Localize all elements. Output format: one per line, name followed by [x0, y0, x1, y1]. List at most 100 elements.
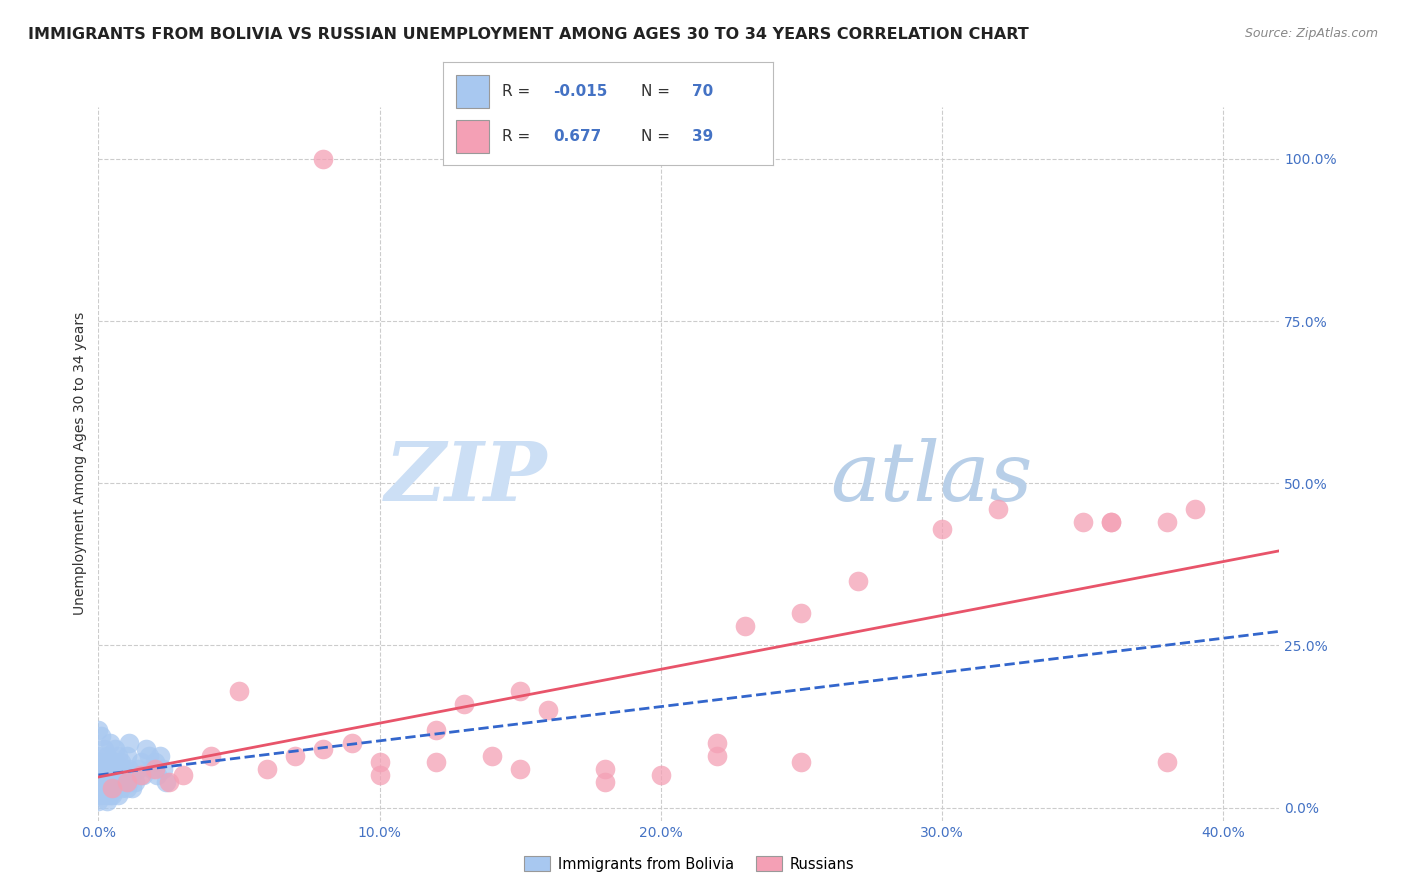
Point	[96, 788, 118, 802]
Point	[98, 756, 121, 770]
Point	[107, 788, 129, 802]
Point	[141, 762, 163, 776]
Point	[87, 762, 110, 776]
Point	[256, 762, 278, 776]
FancyBboxPatch shape	[456, 75, 489, 108]
Point	[425, 756, 447, 770]
Point	[90, 774, 112, 789]
Point	[104, 768, 127, 782]
Point	[846, 574, 869, 588]
Point	[650, 768, 672, 782]
Text: -0.015: -0.015	[554, 84, 607, 99]
Point	[368, 768, 391, 782]
Point	[152, 762, 174, 776]
Point	[118, 762, 141, 776]
Text: R =: R =	[502, 84, 536, 99]
Point	[155, 774, 177, 789]
Point	[129, 756, 152, 770]
Point	[987, 502, 1010, 516]
Point	[706, 748, 728, 763]
Point	[509, 762, 531, 776]
Point	[312, 742, 335, 756]
Point	[87, 768, 110, 782]
Point	[90, 781, 112, 796]
Point	[734, 619, 756, 633]
Point	[138, 748, 160, 763]
Point	[312, 152, 335, 166]
Point	[87, 774, 110, 789]
Point	[93, 768, 115, 782]
Point	[1156, 756, 1178, 770]
Point	[340, 736, 363, 750]
Point	[127, 762, 149, 776]
Point	[115, 768, 138, 782]
Point	[1184, 502, 1206, 516]
Point	[90, 729, 112, 743]
Point	[149, 748, 172, 763]
Point	[143, 756, 166, 770]
Point	[96, 794, 118, 808]
Point	[790, 606, 813, 620]
Point	[129, 768, 152, 782]
Point	[121, 781, 143, 796]
Point	[172, 768, 194, 782]
Point	[593, 762, 616, 776]
Point	[87, 788, 110, 802]
Point	[110, 768, 132, 782]
Point	[110, 756, 132, 770]
Point	[135, 742, 157, 756]
Point	[96, 748, 118, 763]
Point	[481, 748, 503, 763]
Point	[228, 684, 250, 698]
Point	[593, 774, 616, 789]
Text: N =: N =	[641, 128, 675, 144]
Point	[1156, 515, 1178, 529]
Point	[124, 774, 146, 789]
Point	[101, 781, 124, 796]
Point	[112, 762, 135, 776]
Point	[90, 768, 112, 782]
Point	[284, 748, 307, 763]
Point	[93, 781, 115, 796]
Text: ZIP: ZIP	[385, 438, 547, 518]
Point	[110, 781, 132, 796]
Point	[706, 736, 728, 750]
Point	[90, 762, 112, 776]
FancyBboxPatch shape	[456, 120, 489, 153]
Point	[96, 781, 118, 796]
Point	[200, 748, 222, 763]
Point	[121, 768, 143, 782]
Point	[107, 762, 129, 776]
Point	[143, 762, 166, 776]
Point	[368, 756, 391, 770]
Point	[118, 774, 141, 789]
Point	[87, 748, 110, 763]
Point	[101, 756, 124, 770]
Point	[101, 762, 124, 776]
Point	[93, 774, 115, 789]
Point	[107, 774, 129, 789]
Point	[1099, 515, 1122, 529]
Point	[118, 736, 141, 750]
Point	[115, 774, 138, 789]
Point	[93, 742, 115, 756]
Point	[112, 762, 135, 776]
Point	[104, 781, 127, 796]
Y-axis label: Unemployment Among Ages 30 to 34 years: Unemployment Among Ages 30 to 34 years	[73, 312, 87, 615]
Point	[104, 742, 127, 756]
Text: R =: R =	[502, 128, 536, 144]
Point	[146, 768, 169, 782]
Point	[101, 774, 124, 789]
Point	[98, 781, 121, 796]
Point	[115, 748, 138, 763]
Text: N =: N =	[641, 84, 675, 99]
Point	[931, 522, 953, 536]
Point	[87, 723, 110, 737]
Point	[537, 703, 560, 717]
Text: Source: ZipAtlas.com: Source: ZipAtlas.com	[1244, 27, 1378, 40]
Point	[107, 748, 129, 763]
Point	[132, 768, 155, 782]
Point	[98, 768, 121, 782]
Point	[90, 756, 112, 770]
Point	[96, 762, 118, 776]
